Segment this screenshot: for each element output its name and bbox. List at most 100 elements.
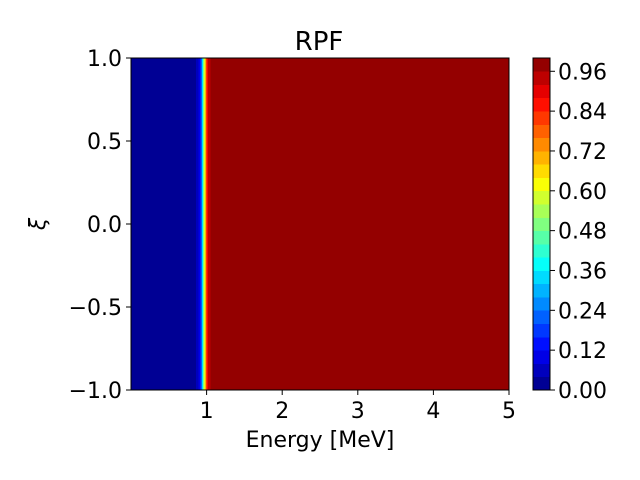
- heatmap-cell: [154, 58, 156, 390]
- colorbar-segment: [533, 297, 550, 311]
- heatmap-cell: [498, 58, 500, 390]
- y-tick-label: 0.5: [87, 130, 122, 155]
- colorbar-tick-label: 0.72: [558, 140, 607, 165]
- heatmap-cell: [403, 58, 406, 390]
- heatmap-cell: [476, 58, 478, 390]
- heatmap-cell: [407, 58, 409, 390]
- heatmap-cell: [450, 58, 452, 390]
- heatmap-cell: [481, 58, 483, 390]
- heatmap-cell: [506, 58, 508, 390]
- heatmap-cell: [366, 58, 368, 390]
- heatmap-cell: [219, 58, 221, 390]
- heatmap-cell: [160, 58, 162, 390]
- heatmap-cell: [306, 58, 308, 390]
- heatmap-cell: [188, 58, 190, 390]
- heatmap-cell: [414, 58, 416, 390]
- heatmap-cell: [260, 58, 262, 390]
- heatmap-cell: [197, 58, 199, 390]
- heatmap-cell: [164, 58, 166, 390]
- heatmap-cell: [433, 58, 435, 390]
- heatmap-cell: [282, 58, 285, 390]
- heatmap-cell: [222, 58, 224, 390]
- heatmap-cell: [167, 58, 169, 390]
- heatmap-cell: [329, 58, 331, 390]
- heatmap-cell: [426, 58, 428, 390]
- heatmap-cell: [270, 58, 272, 390]
- heatmap-cell: [299, 58, 301, 390]
- heatmap-cell: [392, 58, 394, 390]
- heatmap-cell: [198, 58, 200, 390]
- heatmap-cell: [487, 58, 489, 390]
- heatmap-cell: [310, 58, 312, 390]
- heatmap-cell: [329, 58, 331, 390]
- heatmap-cell: [366, 58, 369, 390]
- heatmap-cell: [338, 58, 340, 390]
- heatmap-cell: [496, 58, 499, 390]
- heatmap-cell: [478, 58, 480, 390]
- heatmap-cell: [422, 58, 424, 390]
- heatmap-cell: [230, 58, 232, 390]
- colorbar-segment: [533, 376, 550, 391]
- heatmap-cell: [276, 58, 279, 390]
- heatmap-cell: [320, 58, 322, 390]
- heatmap-cell: [259, 58, 261, 390]
- heatmap-cell: [443, 58, 446, 390]
- heatmap-cell: [477, 58, 479, 390]
- heatmap-cell: [326, 58, 328, 390]
- heatmap-cell: [193, 58, 195, 390]
- heatmap-cell: [456, 58, 458, 390]
- colorbar-segment: [533, 150, 550, 165]
- heatmap-cell: [369, 58, 372, 390]
- heatmap-cell: [397, 58, 400, 390]
- heatmap-cell: [428, 58, 430, 390]
- heatmap-cell: [218, 58, 220, 390]
- heatmap-cell: [165, 58, 167, 390]
- heatmap-cell: [448, 58, 450, 390]
- heatmap-cell: [323, 58, 325, 390]
- heatmap-cell: [244, 58, 246, 390]
- heatmap-cell: [250, 58, 252, 390]
- heatmap-cell: [363, 58, 365, 390]
- heatmap-cell: [378, 58, 381, 390]
- heatmap-cell: [488, 58, 490, 390]
- heatmap-cell: [230, 58, 232, 390]
- heatmap-cell: [492, 58, 494, 390]
- colorbar-tick-label: 0.84: [558, 100, 607, 125]
- heatmap-cell: [399, 58, 401, 390]
- heatmap-cell: [241, 58, 243, 390]
- heatmap-cell: [141, 58, 143, 390]
- heatmap-cell: [292, 58, 294, 390]
- heatmap-cell: [316, 58, 319, 390]
- heatmap-cell: [189, 58, 192, 390]
- heatmap-cell: [317, 58, 319, 390]
- heatmap-cell: [390, 58, 392, 390]
- heatmap-cell: [391, 58, 393, 390]
- heatmap-cell: [380, 58, 382, 390]
- heatmap-cell: [323, 58, 325, 390]
- heatmap-cell: [502, 58, 504, 390]
- heatmap-cell: [490, 58, 493, 390]
- heatmap-cell: [284, 58, 286, 390]
- heatmap-cell: [162, 58, 164, 390]
- heatmap-cell: [143, 58, 145, 390]
- heatmap-cell: [340, 58, 342, 390]
- heatmap-cell: [297, 58, 299, 390]
- heatmap-cell: [200, 58, 202, 390]
- heatmap-cell: [387, 58, 389, 390]
- heatmap-cell: [383, 58, 385, 390]
- heatmap-cell: [437, 58, 439, 390]
- heatmap-cell: [157, 58, 159, 390]
- heatmap-cell: [176, 58, 178, 390]
- heatmap-cell: [224, 58, 226, 390]
- heatmap-cell: [393, 58, 395, 390]
- heatmap-cell: [480, 58, 482, 390]
- heatmap-cell: [132, 58, 134, 390]
- heatmap-cell: [146, 58, 148, 390]
- heatmap-cell: [440, 58, 443, 390]
- heatmap-cell: [266, 58, 268, 390]
- heatmap-cell: [464, 58, 466, 390]
- heatmap-cell: [236, 58, 238, 390]
- heatmap-cell: [360, 58, 362, 390]
- colorbar-segment: [533, 270, 550, 285]
